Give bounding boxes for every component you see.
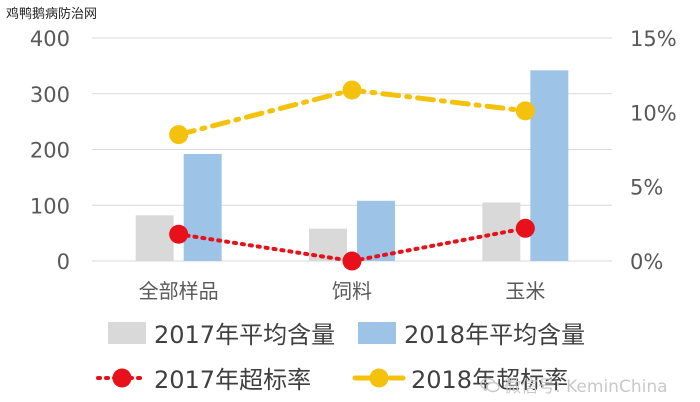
y-left-tick-label: 0 xyxy=(57,250,70,274)
site-label: 鸡鸭鹅病防治网 xyxy=(6,7,98,22)
y-right-tick-label: 15% xyxy=(630,27,677,51)
watermark-text: 微信号: KeminChina xyxy=(504,377,668,397)
legend-2017-avg-label: 2017年平均含量 xyxy=(154,321,335,349)
bar-2018 xyxy=(183,153,222,261)
rate-2018-point xyxy=(169,125,189,145)
y-right-tick-label: 5% xyxy=(630,176,663,200)
legend-2017-rate-swatch-marker xyxy=(112,368,132,388)
legend-2018-avg-swatch xyxy=(358,322,396,344)
x-tick-label: 玉米 xyxy=(505,279,545,303)
legend-2018-avg-label: 2018年平均含量 xyxy=(404,321,585,349)
bar-2018 xyxy=(530,70,569,262)
rate-2018-point xyxy=(515,101,535,121)
bar-2017 xyxy=(135,215,174,261)
legend-2017-avg-swatch xyxy=(108,322,146,344)
x-tick-label: 饲料 xyxy=(332,279,372,303)
y-right-tick-label: 10% xyxy=(630,101,677,125)
y-left-tick-label: 200 xyxy=(30,139,70,163)
wechat-icon xyxy=(480,377,500,392)
y-right-tick-label: 0% xyxy=(630,250,663,274)
y-left-tick-label: 300 xyxy=(30,83,70,107)
y-left-tick-label: 100 xyxy=(30,194,70,218)
legend-2018-rate-swatch-marker xyxy=(369,368,389,388)
y-left-tick-label: 400 xyxy=(30,27,70,51)
watermark: 微信号: KeminChina xyxy=(480,372,668,397)
x-tick-label: 全部样品 xyxy=(139,279,219,303)
bar-2018 xyxy=(357,200,395,261)
legend-2017-rate-label: 2017年超标率 xyxy=(154,366,311,394)
rate-2017-point xyxy=(515,218,535,238)
rate-2017-point xyxy=(169,224,189,244)
rate-2018-point xyxy=(342,80,362,100)
rate-2017-point xyxy=(342,251,362,271)
